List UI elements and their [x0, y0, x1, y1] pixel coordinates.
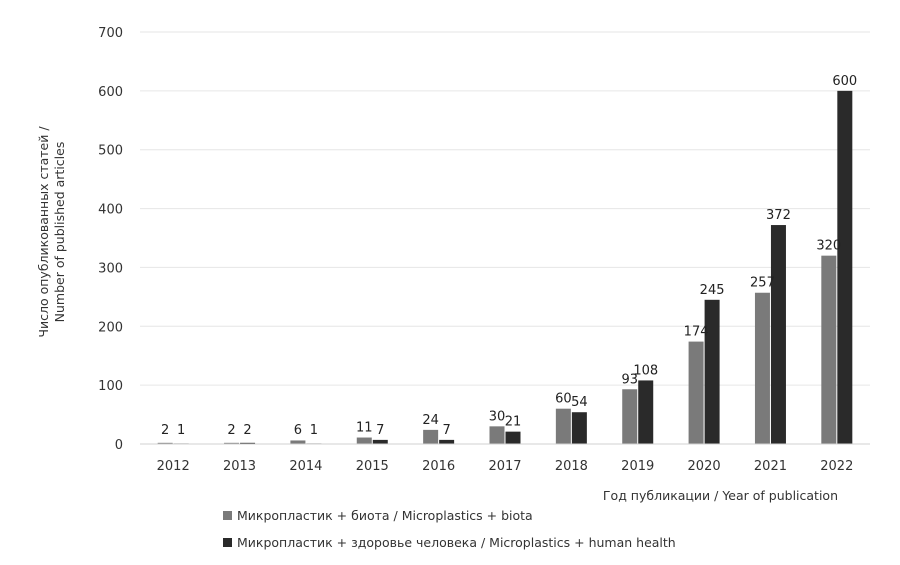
- bar-2018-series-1: [555, 408, 571, 444]
- x-tick-label: 2022: [820, 459, 853, 474]
- x-axis-ticks: 2012 2013 2014 2015 2016 2017 2018 2019 2020 2021…: [157, 459, 854, 474]
- x-tick-label: 2017: [488, 459, 521, 474]
- y-tick-label: 0: [115, 438, 123, 453]
- bar-2016-series-2: [439, 439, 455, 444]
- x-tick-label: 2012: [157, 459, 190, 474]
- bar-2022-series-1: [821, 255, 837, 444]
- bar-2013-series-2: [240, 442, 256, 444]
- data-label-2013-series-1: 2: [227, 423, 235, 438]
- bar-2019-series-1: [622, 389, 638, 444]
- data-label-2012-series-1: 2: [161, 423, 169, 438]
- bar-2016-series-1: [423, 429, 439, 444]
- data-label-2019-series-2: 108: [633, 363, 658, 378]
- bar-2013-series-1: [224, 442, 240, 444]
- x-tick-label: 2018: [555, 459, 588, 474]
- y-tick-label: 400: [98, 203, 123, 218]
- data-label-2014-series-1: 6: [294, 423, 302, 438]
- data-label-2013-series-2: 2: [243, 423, 251, 438]
- bar-2020-series-1: [688, 341, 704, 444]
- data-label-2021-series-1: 257: [750, 276, 775, 291]
- data-label-2017-series-1: 30: [489, 409, 506, 424]
- x-tick-label: 2016: [422, 459, 455, 474]
- legend-label: Микропластик + здоровье человека / Micro…: [237, 535, 676, 550]
- x-tick-label: 2013: [223, 459, 256, 474]
- data-label-2014-series-2: 1: [310, 423, 318, 438]
- y-axis-label-line: Number of published articles: [52, 142, 67, 323]
- y-axis-ticks: 0 100 200 300 400 500 600 700: [98, 26, 123, 453]
- bar-2015-series-2: [372, 439, 388, 444]
- legend-swatch: [223, 538, 232, 547]
- data-label-2015-series-1: 11: [356, 421, 373, 436]
- legend-label: Микропластик + биота / Microplastics + b…: [237, 508, 533, 523]
- y-tick-label: 700: [98, 26, 123, 41]
- bar-2014-series-1: [290, 440, 306, 444]
- bar-2021-series-1: [754, 292, 770, 444]
- data-label-2015-series-2: 7: [376, 423, 384, 438]
- data-label-2022-series-2: 600: [832, 74, 857, 89]
- y-tick-label: 200: [98, 320, 123, 335]
- data-label-2020-series-1: 174: [684, 325, 709, 340]
- data-label-2016-series-1: 24: [422, 413, 439, 428]
- data-label-2021-series-2: 372: [766, 208, 791, 223]
- y-tick-label: 500: [98, 144, 123, 159]
- legend-swatch: [223, 511, 232, 520]
- y-axis-label: Число опубликованных статей /Number of p…: [36, 126, 67, 338]
- x-tick-label: 2020: [688, 459, 721, 474]
- data-label-2018-series-2: 54: [571, 395, 588, 410]
- y-tick-label: 600: [98, 85, 123, 100]
- data-label-2018-series-1: 60: [555, 392, 572, 407]
- data-label-2017-series-2: 21: [505, 415, 522, 430]
- bar-2021-series-2: [770, 225, 786, 444]
- bar-2018-series-2: [571, 412, 587, 444]
- x-tick-label: 2019: [621, 459, 654, 474]
- x-tick-label: 2014: [289, 459, 322, 474]
- data-label-2012-series-2: 1: [177, 423, 185, 438]
- bar-2017-series-1: [489, 426, 505, 444]
- data-label-2019-series-1: 93: [621, 372, 638, 387]
- bar-2019-series-2: [638, 380, 654, 444]
- y-axis-label-line: Число опубликованных статей /: [36, 126, 51, 338]
- y-tick-label: 300: [98, 261, 123, 276]
- data-label-2022-series-1: 320: [816, 239, 841, 254]
- x-axis-label: Год публикации / Year of publication: [603, 488, 838, 503]
- data-label-2016-series-2: 7: [442, 423, 450, 438]
- bar-2015-series-1: [356, 437, 372, 444]
- gridlines: [140, 31, 870, 386]
- legend: Микропластик + биота / Microplastics + b…: [223, 508, 676, 550]
- bar-2022-series-2: [837, 90, 853, 444]
- bars: [157, 90, 853, 445]
- bar-2017-series-2: [505, 431, 521, 444]
- data-label-2020-series-2: 245: [700, 283, 725, 298]
- y-tick-label: 100: [98, 379, 123, 394]
- bar-2020-series-2: [704, 299, 720, 444]
- bar-2012-series-1: [157, 442, 173, 444]
- x-tick-label: 2021: [754, 459, 787, 474]
- x-tick-label: 2015: [356, 459, 389, 474]
